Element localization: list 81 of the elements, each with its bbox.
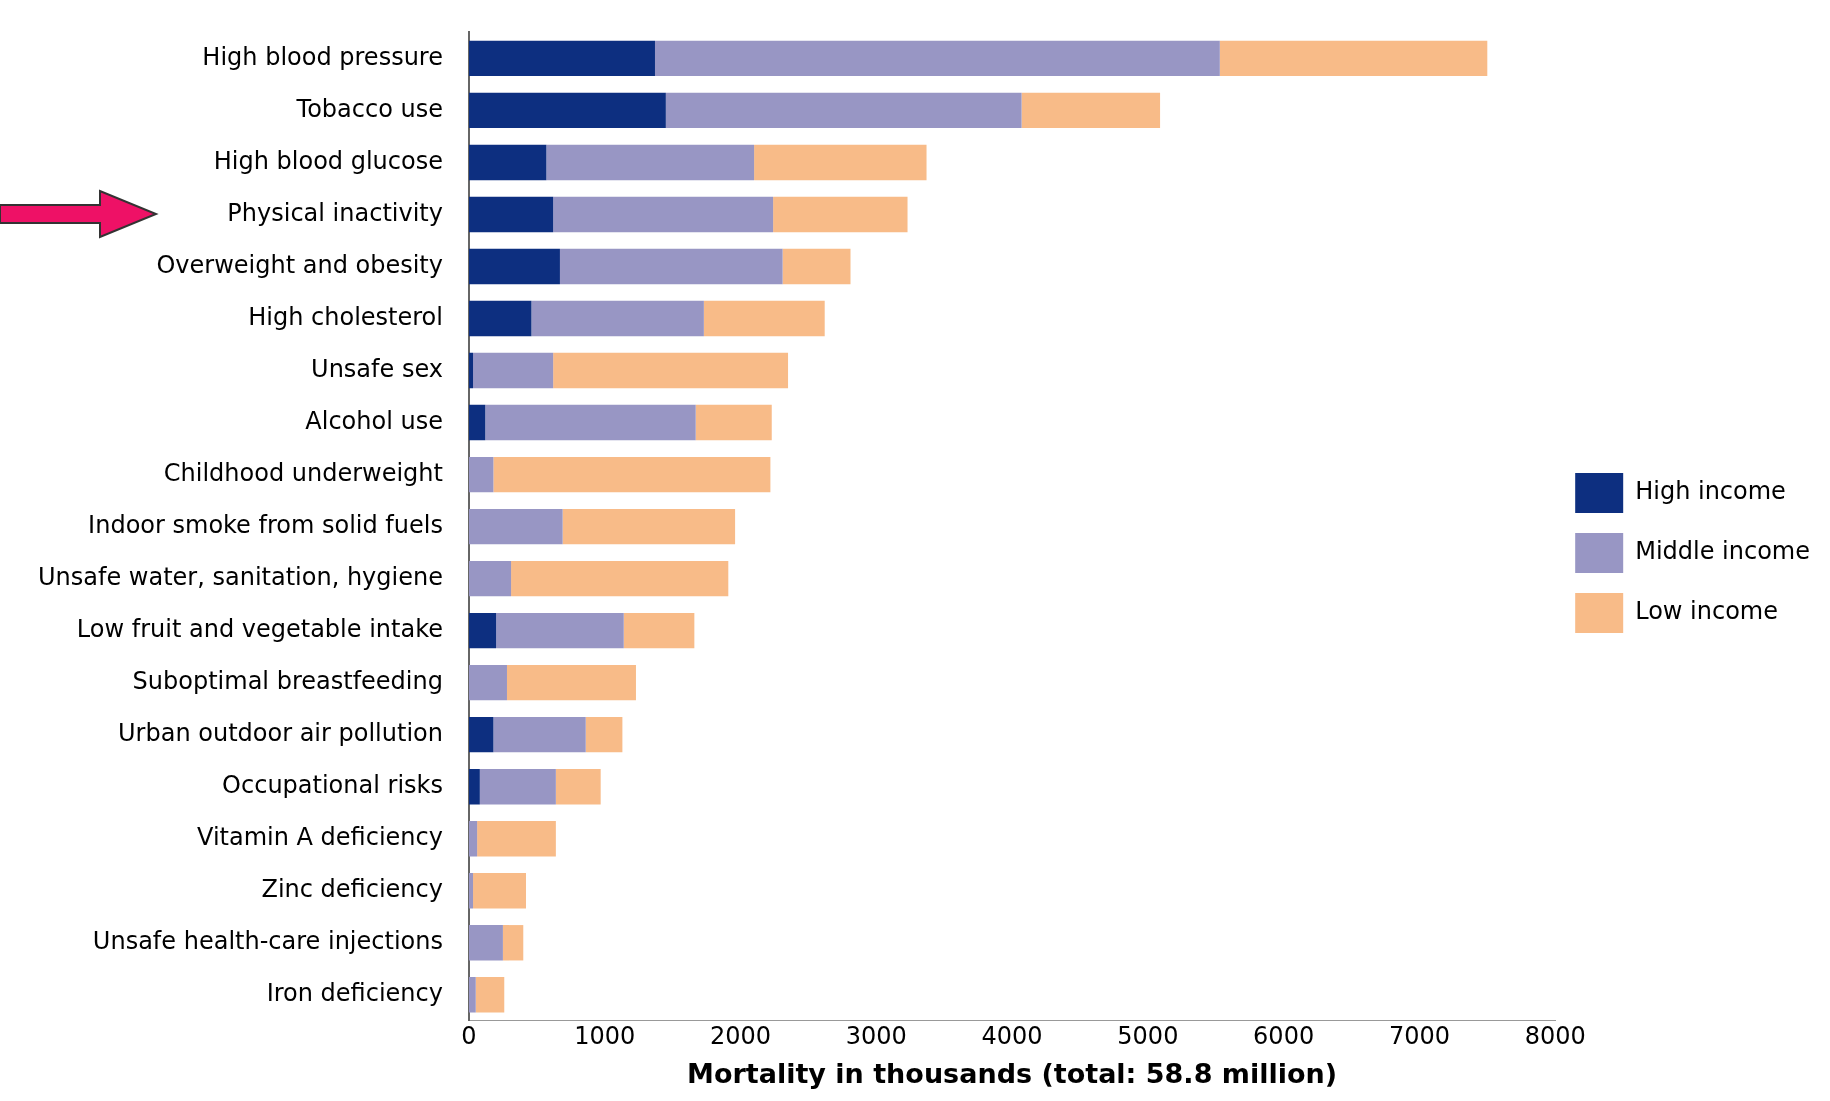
bar <box>1021 92 1161 129</box>
bar <box>553 196 774 233</box>
bar <box>468 769 480 805</box>
y-tick-label: Alcohol use <box>305 406 443 435</box>
bar <box>468 300 532 337</box>
bar <box>468 248 560 285</box>
y-tick-label: Unsafe water, sanitation, hygiene <box>38 562 443 591</box>
x-tick-label: 0 <box>461 1022 477 1051</box>
x-tick-label: 8000 <box>1524 1022 1586 1051</box>
bar <box>468 717 494 753</box>
x-axis-title: Mortality in thousands (total: 58.8 million) <box>687 1057 1338 1089</box>
y-tick-label: Zinc deficiency <box>261 874 443 903</box>
y-tick-label: Unsafe sex <box>311 354 443 383</box>
bar <box>468 508 563 545</box>
bar <box>511 560 729 597</box>
bar <box>555 769 601 805</box>
bar <box>475 977 505 1013</box>
legend-label: Middle income <box>1635 537 1810 566</box>
bar <box>468 873 474 909</box>
y-tick-label: Low fruit and vegetable intake <box>76 614 443 643</box>
x-tick-label: 3000 <box>845 1022 907 1051</box>
bar <box>623 612 695 649</box>
bar <box>468 821 478 857</box>
x-tick-label: 5000 <box>1117 1022 1179 1051</box>
y-tick-label: High cholesterol <box>248 302 443 331</box>
y-tick-label: High blood pressure <box>202 42 443 71</box>
bar <box>559 248 783 285</box>
bar <box>479 769 556 805</box>
bar <box>468 92 666 129</box>
bar <box>468 144 547 181</box>
bar <box>468 560 512 597</box>
y-tick-label: Childhood underweight <box>163 458 443 487</box>
bar <box>468 404 486 441</box>
bar <box>468 196 554 233</box>
x-tick-label: 7000 <box>1388 1022 1450 1051</box>
bar <box>703 300 825 337</box>
bar <box>473 352 554 389</box>
x-tick-label: 4000 <box>981 1022 1043 1051</box>
y-tick-label: Indoor smoke from solid fuels <box>88 510 443 539</box>
x-tick-label: 2000 <box>709 1022 772 1051</box>
bar <box>1219 40 1488 77</box>
bar <box>665 92 1022 129</box>
bar <box>506 664 636 701</box>
bar <box>754 144 927 181</box>
bar <box>468 664 507 701</box>
y-tick-label: Unsafe health-care injections <box>92 927 443 955</box>
bar <box>695 404 772 441</box>
bar <box>782 248 851 285</box>
bar <box>468 40 655 77</box>
y-tick-label: Vitamin A deficiency <box>197 822 443 851</box>
bar <box>468 925 503 961</box>
y-tick-label: Tobacco use <box>295 94 443 123</box>
bar <box>477 821 556 857</box>
x-tick-label: 1000 <box>574 1022 636 1051</box>
bar <box>531 300 704 337</box>
bar <box>468 977 476 1013</box>
y-tick-label: Physical inactivity <box>227 198 443 227</box>
bar <box>485 404 696 441</box>
y-tick-label: Urban outdoor air pollution <box>118 718 443 747</box>
bar <box>546 144 755 181</box>
y-tick-label: Iron deficiency <box>266 979 443 1008</box>
y-tick-label: Suboptimal breastfeeding <box>132 666 443 695</box>
y-tick-label: Overweight and obesity <box>156 250 443 279</box>
y-tick-label: High blood glucose <box>213 146 443 175</box>
bar <box>654 40 1220 77</box>
y-tick-label: Occupational risks <box>222 770 443 799</box>
bar <box>473 873 526 909</box>
bar <box>585 717 623 753</box>
bar <box>493 717 586 753</box>
bar <box>493 456 771 493</box>
bar <box>468 352 474 389</box>
bar <box>496 612 624 649</box>
bar <box>468 612 497 649</box>
bar <box>562 508 736 545</box>
bar <box>468 456 494 493</box>
legend-label: High income <box>1635 477 1786 506</box>
x-tick-label: 6000 <box>1253 1022 1315 1051</box>
legend-label: Low income <box>1635 597 1778 626</box>
bar <box>553 352 789 389</box>
bar <box>773 196 908 233</box>
bar <box>502 925 524 961</box>
